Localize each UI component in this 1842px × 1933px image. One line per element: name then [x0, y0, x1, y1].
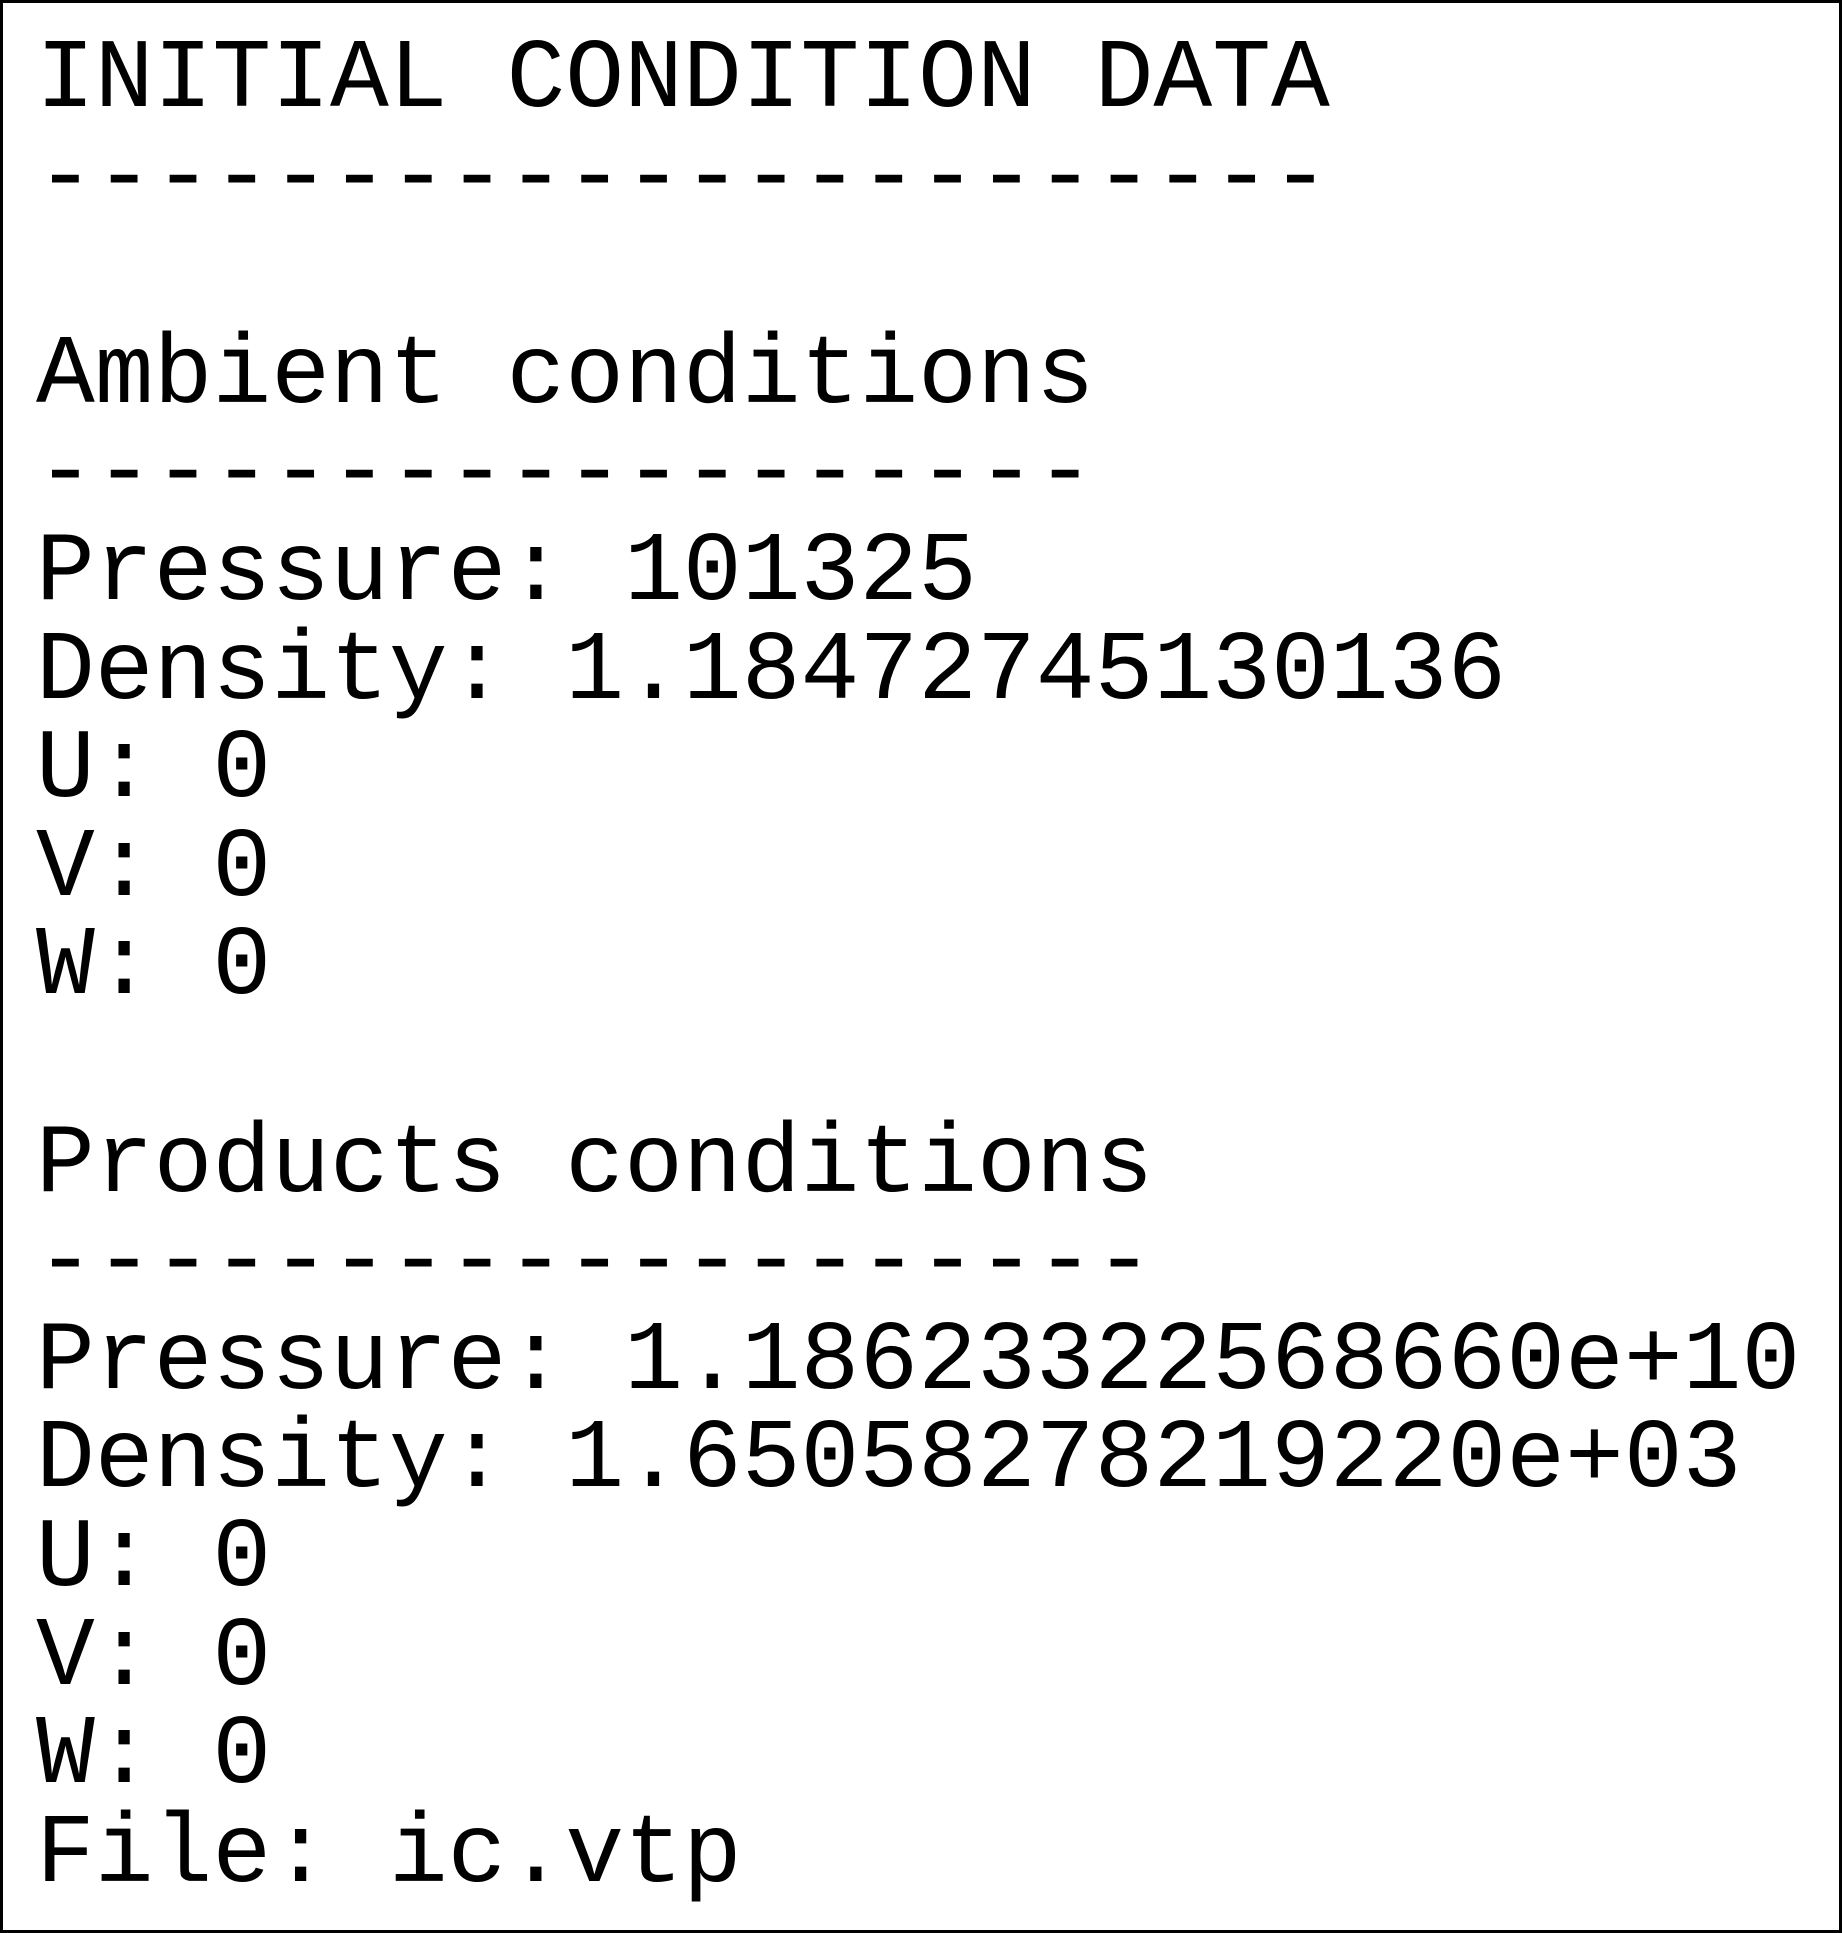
field-row: Pressure: 1.18623322568660e+10 — [36, 1313, 1839, 1413]
field-label: File: — [36, 1799, 331, 1911]
field-label: Pressure: — [36, 517, 566, 629]
title-rule: ---------------------- — [36, 123, 1330, 235]
field-label: V: — [36, 1602, 154, 1714]
field-row: Pressure: 101325 — [36, 524, 1839, 624]
field-value: 0 — [212, 912, 272, 1024]
section-rule: ------------------ — [36, 419, 1095, 531]
field-row: Density: 1.18472745130136 — [36, 623, 1839, 723]
field-row: V: 0 — [36, 820, 1839, 920]
field-row: Density: 1.65058278219220e+03 — [36, 1412, 1839, 1511]
sections: Ambient conditions ------------------ Pres… — [36, 320, 1839, 1906]
field-label: W: — [36, 912, 154, 1024]
field-row: File: ic.vtp — [36, 1806, 1839, 1906]
field-value: 0 — [212, 715, 272, 827]
field-value: 101325 — [624, 517, 977, 629]
field-label: Density: — [36, 1405, 507, 1517]
field-row: U: 0 — [36, 721, 1839, 821]
field-row: U: 0 — [36, 1510, 1839, 1610]
field-label: U: — [36, 715, 154, 827]
field-value: 1.65058278219220e+03 — [565, 1405, 1742, 1517]
title: INITIAL CONDITION DATA — [36, 25, 1330, 136]
section: Products conditions ------------------- Pr… — [36, 1109, 1839, 1906]
field-value: 0 — [212, 1503, 272, 1615]
field-value: 1.18472745130136 — [565, 616, 1507, 728]
field-label: W: — [36, 1701, 154, 1813]
field-value: ic.vtp — [388, 1799, 742, 1911]
section: Ambient conditions ------------------ Pres… — [36, 320, 1839, 1018]
field-row: W: 0 — [36, 1707, 1839, 1807]
field-value: 0 — [212, 1602, 272, 1714]
field-row: V: 0 — [36, 1609, 1839, 1709]
field-value: 0 — [212, 813, 272, 925]
section-title: Products conditions — [36, 1109, 1154, 1221]
field-label: V: — [36, 813, 154, 925]
field-row: W: 0 — [36, 919, 1839, 1018]
section-rule: ------------------- — [36, 1208, 1154, 1320]
field-label: U: — [36, 1503, 154, 1615]
field-value: 1.18623322568660e+10 — [624, 1306, 1801, 1418]
field-label: Density: — [36, 616, 507, 728]
field-value: 0 — [212, 1701, 272, 1813]
section-title: Ambient conditions — [36, 320, 1095, 432]
field-label: Pressure: — [36, 1306, 566, 1418]
